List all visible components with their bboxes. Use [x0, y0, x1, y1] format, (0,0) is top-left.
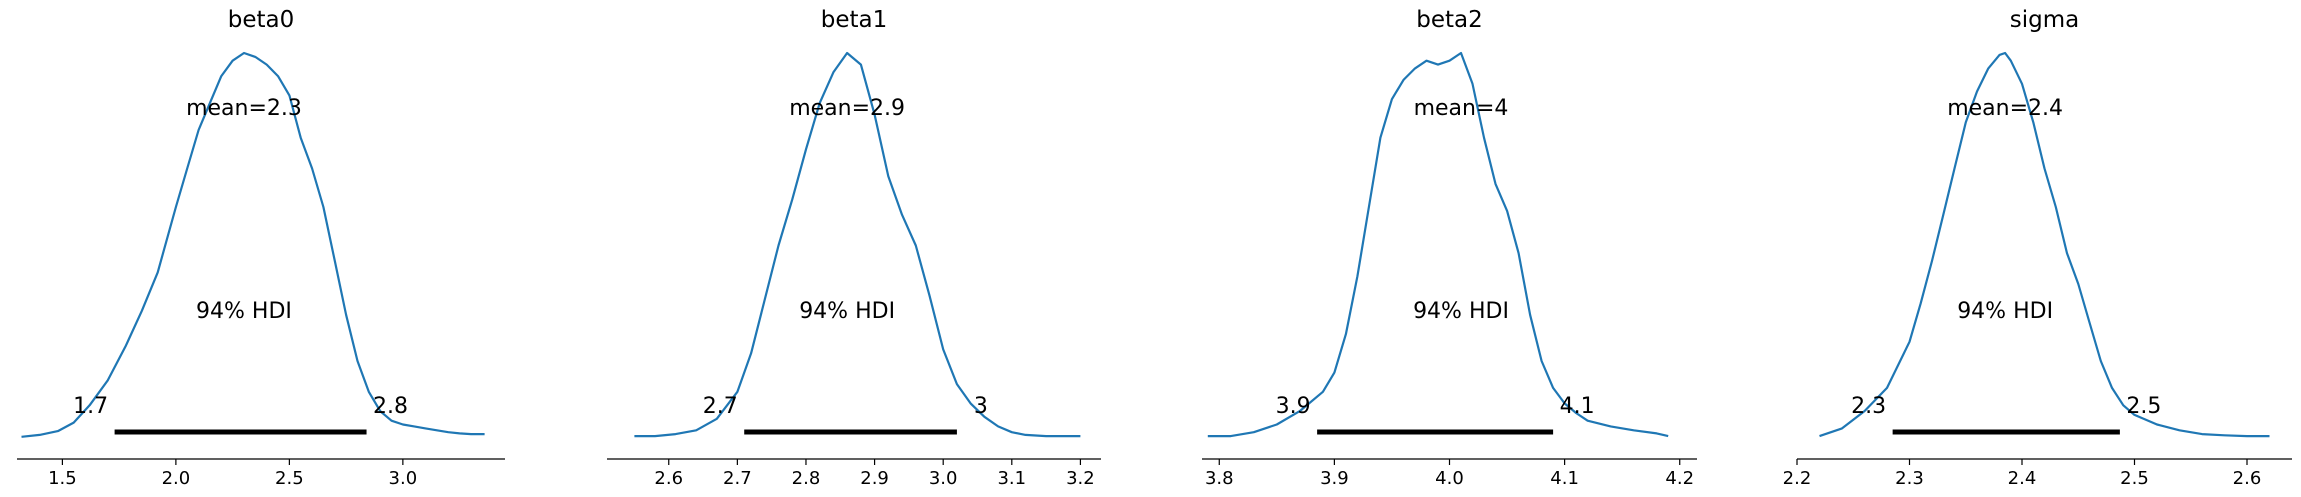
hdi-annotation: 94% HDI	[1957, 299, 2053, 324]
panel-beta2: 3.8 3.9 4.0 4.1 4.2 3.9 4.1 mean=4 94% HDI beta2	[1202, 7, 1697, 489]
x-tick-label: 2.8	[792, 468, 821, 489]
x-tick-label: 3.0	[929, 468, 958, 489]
mean-annotation: mean=2.3	[186, 96, 302, 121]
x-tick-label: 3.1	[997, 468, 1026, 489]
panel-beta1: 2.6 2.7 2.8 2.9 3.0 3.1 3.2 2.7 3 mean=2.9 94% HDI…	[607, 7, 1101, 489]
x-tick-label: 3.8	[1205, 468, 1234, 489]
hdi-lower-label: 2.3	[1851, 394, 1886, 419]
x-tick-label: 2.6	[2233, 468, 2262, 489]
density-curve	[1207, 51, 1669, 438]
panel-title: sigma	[2010, 7, 2079, 33]
x-tick-label: 2.5	[2120, 468, 2149, 489]
hdi-lower-label: 3.9	[1276, 394, 1311, 419]
x-tick-label: 2.0	[162, 468, 191, 489]
hdi-upper-label: 2.5	[2126, 394, 2161, 419]
hdi-annotation: 94% HDI	[196, 299, 292, 324]
x-tick-label: 4.0	[1435, 468, 1464, 489]
x-tick-label: 2.7	[723, 468, 752, 489]
hdi-upper-label: 2.8	[373, 394, 408, 419]
density-curve	[1819, 51, 2270, 438]
mean-annotation: mean=2.4	[1947, 96, 2063, 121]
panel-sigma: 2.2 2.3 2.4 2.5 2.6 2.3 2.5 mean=2.4 94% HDI sigm…	[1783, 7, 2292, 489]
hdi-upper-label: 3	[974, 394, 988, 419]
x-tick-label: 2.5	[275, 468, 304, 489]
x-tick-label: 3.0	[389, 468, 418, 489]
panel-title: beta0	[228, 7, 295, 33]
x-tick-label: 2.6	[654, 468, 683, 489]
hdi-lower-label: 2.7	[703, 394, 738, 419]
x-tick-label: 1.5	[48, 468, 77, 489]
mean-annotation: mean=4	[1414, 96, 1509, 121]
x-tick-label: 3.2	[1066, 468, 1095, 489]
hdi-upper-label: 4.1	[1560, 394, 1595, 419]
x-tick-label: 4.1	[1550, 468, 1579, 489]
density-curve	[21, 51, 485, 438]
panel-beta0: 1.5 2.0 2.5 3.0 1.7 2.8 mean=2.3 94% HDI beta0	[17, 7, 505, 489]
hdi-lower-label: 1.7	[73, 394, 108, 419]
x-tick-label: 2.9	[860, 468, 889, 489]
x-tick-label: 3.9	[1320, 468, 1349, 489]
hdi-annotation: 94% HDI	[799, 299, 895, 324]
mean-annotation: mean=2.9	[789, 96, 905, 121]
panel-title: beta2	[1416, 7, 1483, 33]
panel-title: beta1	[821, 7, 888, 33]
density-curve	[634, 51, 1081, 438]
x-tick-label: 2.4	[2008, 468, 2037, 489]
hdi-annotation: 94% HDI	[1413, 299, 1509, 324]
x-tick-label: 2.2	[1783, 468, 1812, 489]
x-tick-label: 4.2	[1665, 468, 1694, 489]
x-tick-label: 2.3	[1895, 468, 1924, 489]
